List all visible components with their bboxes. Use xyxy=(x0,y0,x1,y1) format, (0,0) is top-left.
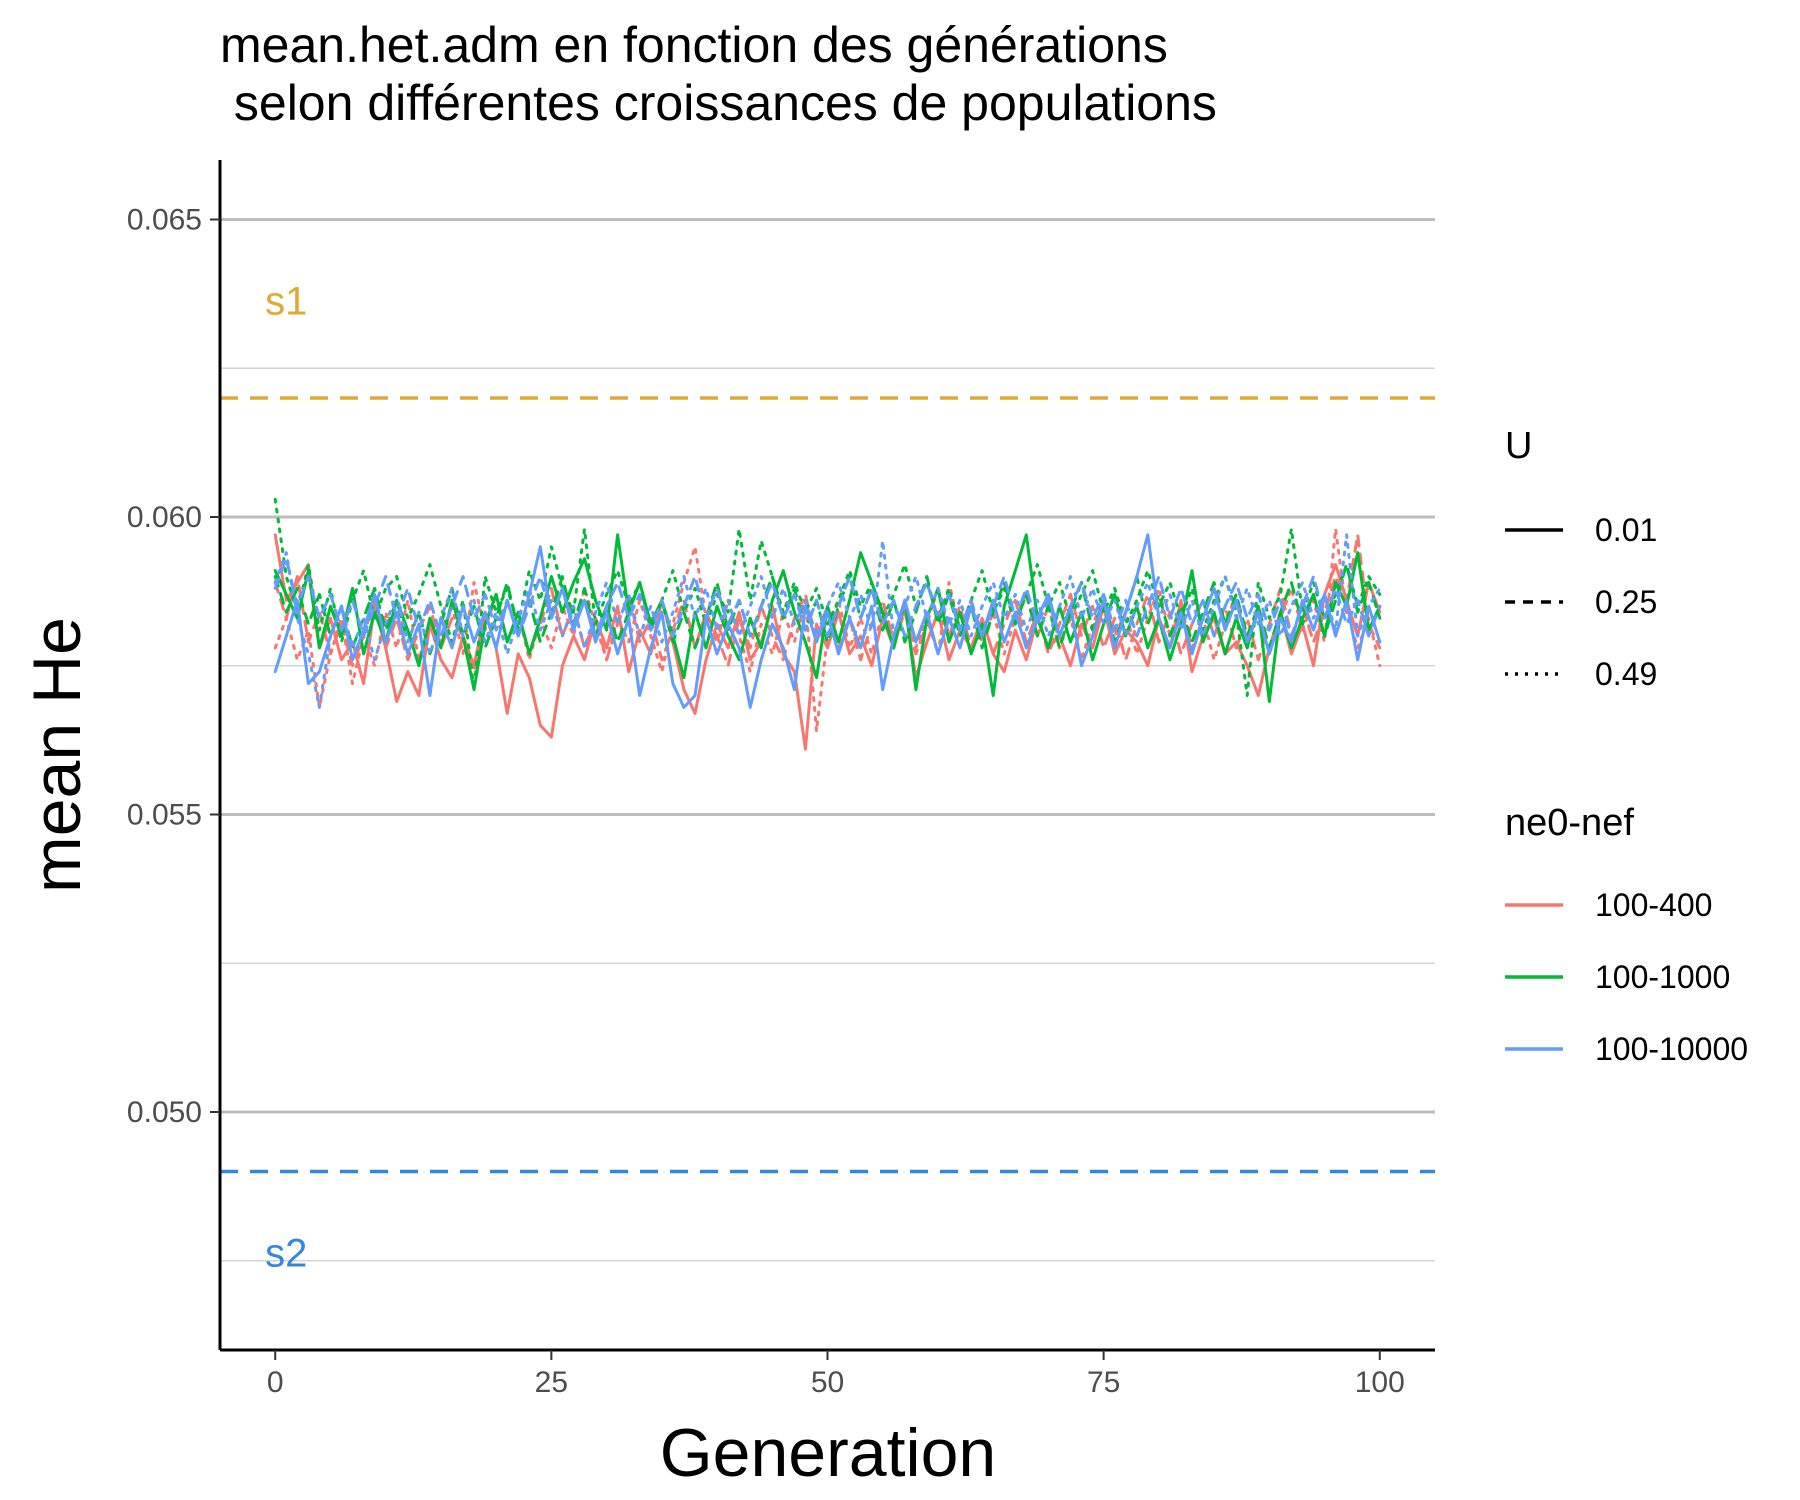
series-line-100-400-U0.01 xyxy=(273,533,1382,751)
legend-label-100-1000: 100-1000 xyxy=(1595,959,1730,995)
series-line-100-10000-U0.25 xyxy=(273,557,1382,638)
series-lines xyxy=(273,497,1382,751)
legend-title-ne0-nef: ne0-nef xyxy=(1505,802,1634,844)
x-tick-label: 50 xyxy=(811,1366,844,1399)
y-axis-title: mean He xyxy=(19,617,95,893)
ticks: 0.050 0.055 0.060 0.065 0 25 50 75 100 xyxy=(127,204,1405,1400)
chart-title-line: mean.het.adm en fonction des générations xyxy=(220,17,1168,73)
y-tick-label: 0.060 xyxy=(127,501,202,534)
series-line-100-400-U0.49 xyxy=(273,527,1382,733)
legend-label-100-400: 100-400 xyxy=(1595,887,1712,923)
reference-label-s1: s1 xyxy=(265,280,307,324)
reference-label-s2: s2 xyxy=(265,1232,307,1276)
gridlines xyxy=(220,218,1435,1262)
x-tick-label: 75 xyxy=(1087,1366,1120,1399)
legend-label-U-0.01: 0.01 xyxy=(1595,512,1657,548)
legend-label-U-0.49: 0.49 xyxy=(1595,656,1657,692)
legend-title-U: U xyxy=(1505,425,1532,467)
legend-label-100-10000: 100-10000 xyxy=(1595,1031,1748,1067)
series-line-100-10000-U0.01 xyxy=(273,533,1382,709)
reference-lines: s1 s2 xyxy=(220,280,1435,1276)
legend: U 0.01 0.25 0.49 ne0-nef 100-400 100-1000 100-1… xyxy=(1505,425,1748,1067)
x-axis-title: Generation xyxy=(660,1415,996,1491)
y-tick-label: 0.050 xyxy=(127,1096,202,1129)
x-tick-label: 25 xyxy=(535,1366,568,1399)
chart-title-line: selon différentes croissances de populat… xyxy=(220,75,1217,131)
chart-title: mean.het.adm en fonction des générations… xyxy=(220,17,1217,131)
legend-label-U-0.25: 0.25 xyxy=(1595,584,1657,620)
x-tick-label: 0 xyxy=(267,1366,284,1399)
x-tick-label: 100 xyxy=(1355,1366,1405,1399)
y-tick-label: 0.065 xyxy=(127,204,202,237)
y-tick-label: 0.055 xyxy=(127,799,202,832)
series-line-100-400-U0.25 xyxy=(273,533,1382,674)
series-line-100-1000-U0.25 xyxy=(273,563,1382,656)
series-line-100-10000-U0.49 xyxy=(273,533,1382,709)
